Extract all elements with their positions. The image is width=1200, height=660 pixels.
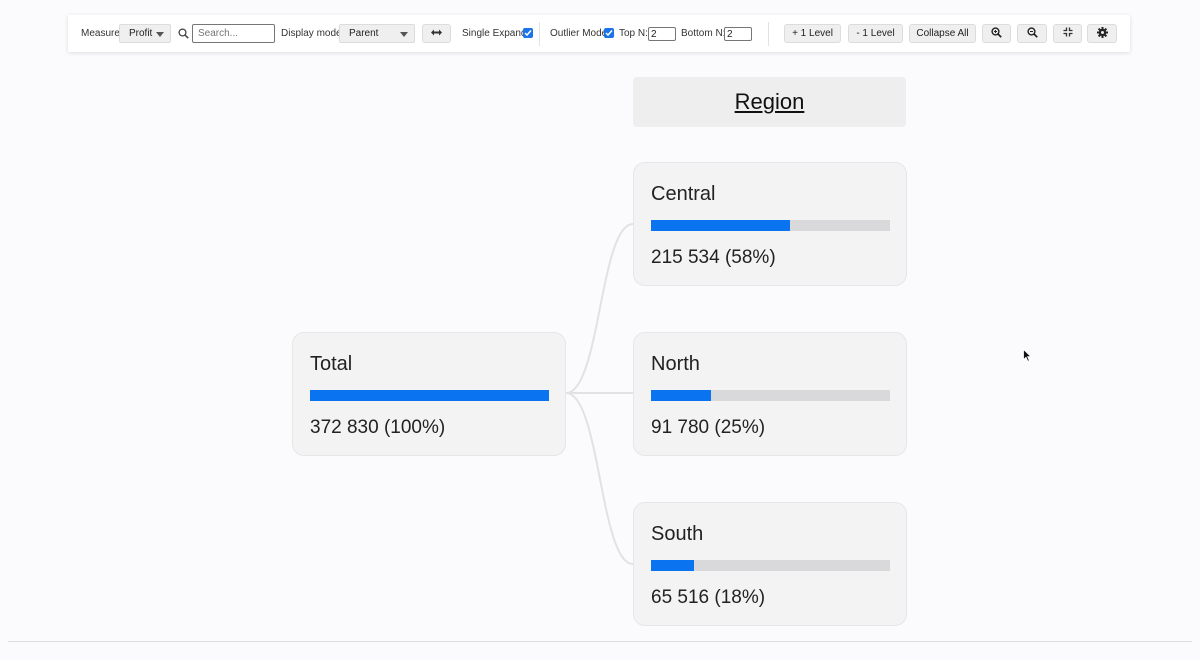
display-mode-select[interactable]: Parent bbox=[339, 24, 415, 43]
node-value: 65 516 (18%) bbox=[651, 587, 766, 608]
node-name: South bbox=[651, 523, 704, 545]
node-bar-track bbox=[651, 220, 890, 231]
node-bar-track bbox=[651, 390, 890, 401]
fit-to-screen-button[interactable] bbox=[1053, 24, 1082, 43]
node-name: Central bbox=[651, 183, 716, 205]
bottom-n-label: Bottom N: bbox=[681, 28, 726, 39]
swap-orientation-button[interactable] bbox=[422, 24, 451, 43]
node-north[interactable]: North 91 780 (25%) bbox=[633, 332, 907, 456]
chevron-down-icon bbox=[400, 32, 408, 37]
toolbar-divider bbox=[768, 22, 769, 46]
collapse-level-button[interactable]: - 1 Level bbox=[848, 24, 903, 43]
mouse-pointer-icon bbox=[1023, 348, 1032, 367]
node-total[interactable]: Total 372 830 (100%) bbox=[292, 332, 566, 456]
measure-select-value: Profit bbox=[129, 28, 153, 39]
single-expand-checkbox[interactable] bbox=[523, 28, 533, 38]
node-name: North bbox=[651, 353, 700, 375]
gear-icon bbox=[1096, 26, 1108, 41]
node-value: 91 780 (25%) bbox=[651, 417, 766, 438]
node-bar-fill bbox=[651, 560, 695, 571]
fit-screen-icon bbox=[1063, 27, 1073, 40]
display-mode-label: Display mode bbox=[281, 28, 342, 39]
connector-south bbox=[565, 392, 634, 565]
collapse-all-button[interactable]: Collapse All bbox=[909, 24, 976, 43]
node-bar-fill bbox=[651, 390, 711, 401]
node-south[interactable]: South 65 516 (18%) bbox=[633, 502, 907, 626]
node-bar-track bbox=[651, 560, 890, 571]
chevron-down-icon bbox=[156, 32, 164, 37]
measure-label: Measure bbox=[81, 28, 120, 39]
search-icon bbox=[178, 15, 189, 52]
swap-arrows-icon bbox=[431, 28, 442, 39]
node-central[interactable]: Central 215 534 (58%) bbox=[633, 162, 907, 286]
bottom-divider bbox=[8, 641, 1192, 642]
outlier-mode-label: Outlier Mode bbox=[550, 28, 608, 39]
top-n-label: Top N: bbox=[619, 28, 648, 39]
node-bar-track bbox=[310, 390, 549, 401]
zoom-out-button[interactable] bbox=[1017, 24, 1047, 43]
node-value: 372 830 (100%) bbox=[310, 417, 446, 438]
zoom-out-icon bbox=[1026, 26, 1038, 41]
outlier-mode-checkbox[interactable] bbox=[604, 28, 614, 38]
level-header-region[interactable]: Region bbox=[633, 77, 906, 127]
toolbar-divider bbox=[539, 22, 540, 46]
node-value: 215 534 (58%) bbox=[651, 247, 776, 268]
single-expand-label: Single Expand bbox=[462, 28, 527, 39]
expand-level-button[interactable]: + 1 Level bbox=[784, 24, 841, 43]
zoom-in-button[interactable] bbox=[982, 24, 1011, 43]
zoom-in-icon bbox=[991, 26, 1002, 41]
top-n-input[interactable] bbox=[648, 27, 676, 41]
search-input[interactable] bbox=[192, 24, 275, 43]
display-mode-select-value: Parent bbox=[349, 28, 379, 39]
node-bar-fill bbox=[310, 390, 549, 401]
toolbar: Measure Profit Display mode Parent Singl… bbox=[68, 15, 1130, 52]
bottom-n-input[interactable] bbox=[724, 27, 752, 41]
settings-button[interactable] bbox=[1087, 24, 1117, 43]
connector-central bbox=[565, 223, 634, 394]
measure-select[interactable]: Profit bbox=[119, 24, 171, 43]
node-bar-fill bbox=[651, 220, 790, 231]
node-name: Total bbox=[310, 353, 353, 375]
